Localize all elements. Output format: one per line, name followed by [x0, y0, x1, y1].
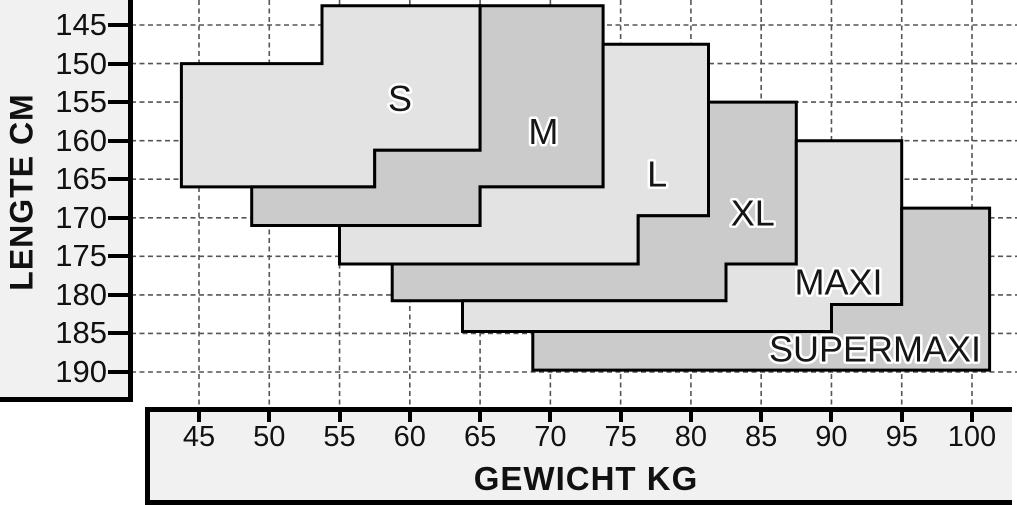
size-region-label-maxi: MAXI	[794, 261, 882, 302]
x-tick-label: 50	[253, 421, 286, 453]
size-regions	[179, 4, 992, 372]
x-tick-label: 85	[745, 421, 778, 453]
y-tick-label: 175	[55, 238, 107, 274]
x-tick-mark	[548, 412, 553, 422]
y-tick-mark	[108, 292, 128, 297]
x-tick-mark	[829, 412, 834, 422]
y-axis-panel: LENGTE CM 145 150 155 160 165 170 175 180 185 190	[0, 0, 133, 402]
x-tick-label: 60	[393, 421, 426, 453]
x-tick-mark	[478, 412, 483, 422]
x-tick-label: 55	[323, 421, 356, 453]
size-region-label-m: M	[528, 111, 558, 152]
y-tick-mark	[108, 23, 128, 27]
x-tick-label: 75	[604, 421, 637, 453]
x-tick-label: 70	[534, 421, 567, 453]
y-tick-label: 190	[55, 353, 107, 389]
x-tick-label: 80	[674, 421, 708, 453]
x-tick-mark	[197, 412, 201, 422]
y-tick-label: 160	[55, 122, 107, 158]
y-tick-mark	[108, 61, 128, 66]
x-tick-mark	[969, 412, 974, 422]
x-tick-mark	[899, 412, 904, 422]
y-tick-mark	[108, 254, 128, 259]
size-region-label-xl: XL	[731, 193, 775, 234]
x-tick-mark	[759, 412, 764, 422]
x-axis-title: GEWICHT KG	[473, 460, 699, 497]
y-tick-mark	[108, 331, 128, 336]
size-region-label-s: S	[388, 78, 412, 119]
x-tick-label: 100	[947, 421, 997, 453]
y-tick-label: 165	[55, 161, 107, 197]
y-tick-mark	[108, 177, 128, 182]
x-axis-panel: GEWICHT KG 45 50 55 60 65 70 75 80 85 90 95 100	[145, 407, 1012, 505]
size-region-label-l: L	[647, 153, 667, 194]
size-region-supermaxi	[531, 206, 992, 372]
x-tick-label: 65	[463, 421, 497, 453]
size-region-label-supermaxi: SUPERMAXI	[769, 328, 981, 369]
size-region-labels: S M L XL MAXI SUPERMAXI	[385, 75, 983, 372]
y-tick-mark	[108, 369, 128, 374]
y-tick-mark	[108, 138, 128, 143]
x-tick-label: 90	[815, 421, 848, 453]
y-tick-label: 145	[55, 7, 107, 42]
x-tick-mark	[337, 412, 342, 422]
y-tick-mark	[108, 215, 128, 220]
x-tick-mark	[407, 412, 412, 422]
y-tick-label: 150	[55, 45, 107, 81]
y-tick-label: 180	[55, 276, 107, 312]
y-tick-label: 170	[55, 199, 107, 235]
x-tick-label: 95	[885, 421, 918, 453]
y-tick-label: 155	[55, 84, 107, 120]
x-tick-mark	[688, 412, 693, 422]
x-tick-mark	[618, 412, 623, 422]
x-tick-label: 45	[182, 421, 216, 453]
x-tick-mark	[267, 412, 272, 422]
y-tick-mark	[108, 100, 128, 105]
y-tick-label: 185	[55, 315, 107, 351]
